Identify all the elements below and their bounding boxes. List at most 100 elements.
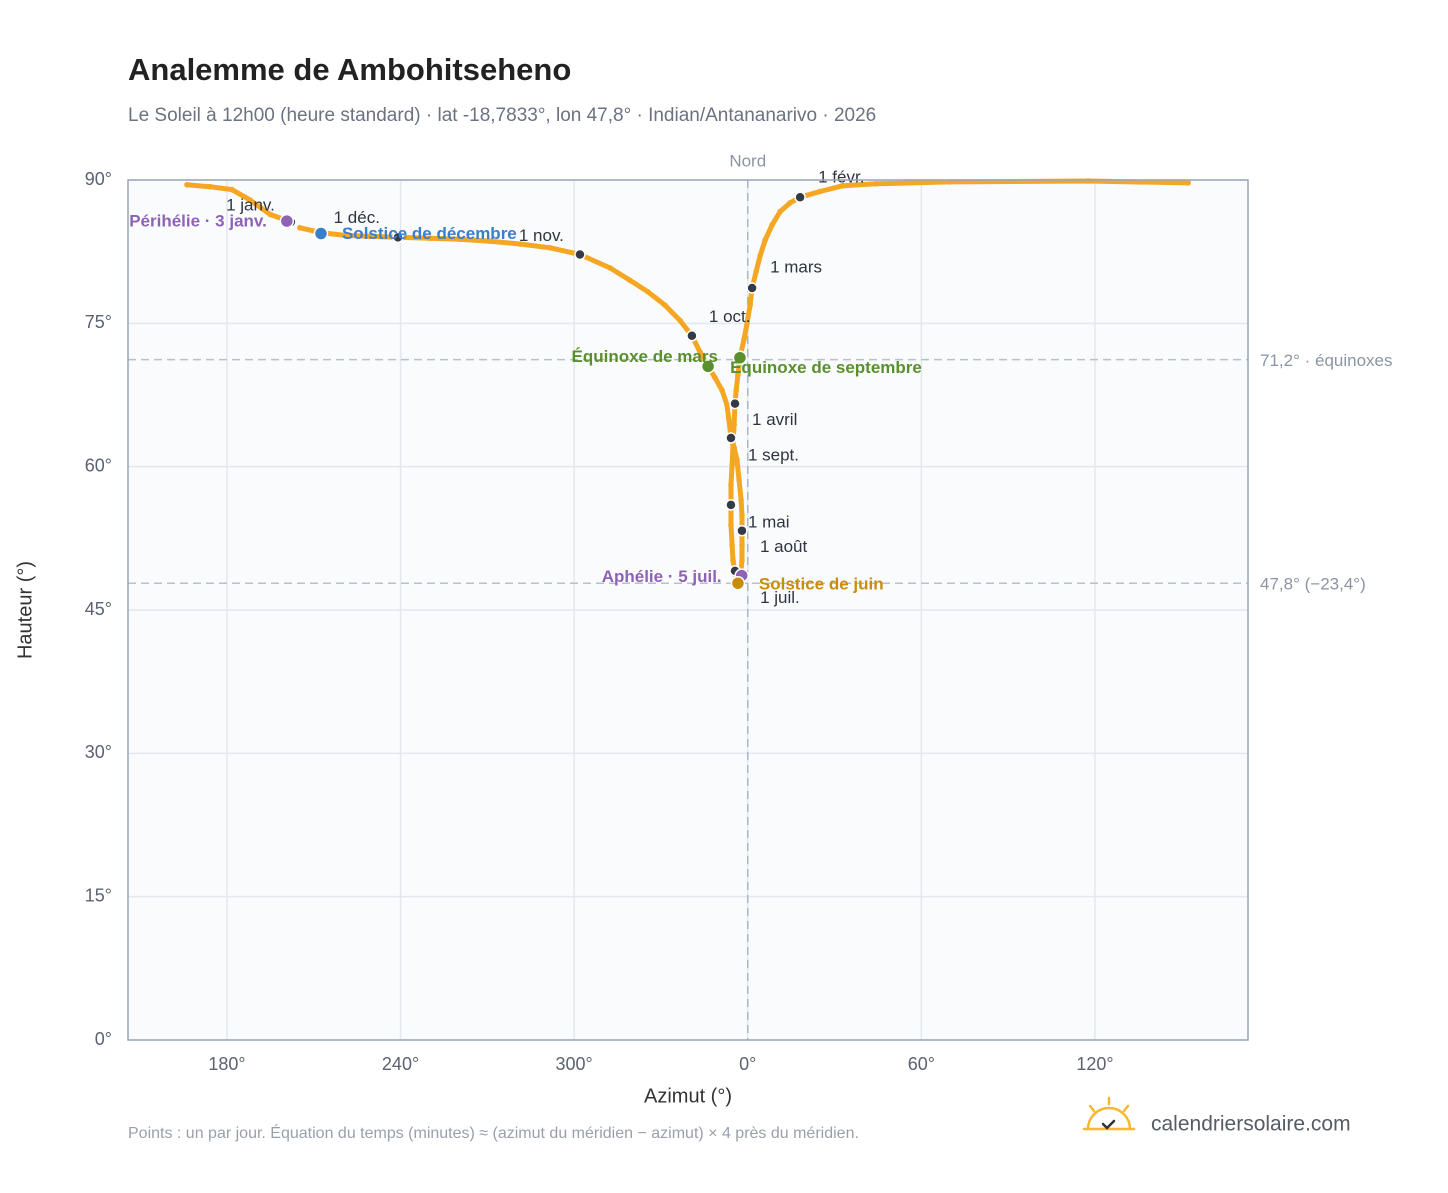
day-point bbox=[736, 477, 742, 483]
month-marker bbox=[686, 330, 698, 342]
month-label: 1 août bbox=[760, 537, 808, 556]
day-point bbox=[726, 417, 732, 423]
x-tick-label: 120° bbox=[1076, 1054, 1113, 1074]
month-label: 1 déc. bbox=[334, 208, 380, 227]
day-point bbox=[729, 542, 735, 548]
plot-border bbox=[127, 179, 1249, 1041]
reference-label: 47,8° (−23,4°) bbox=[1260, 575, 1366, 594]
day-point bbox=[733, 387, 739, 394]
month-label: 1 mars bbox=[770, 257, 822, 276]
day-point bbox=[744, 319, 750, 326]
month-marker bbox=[746, 282, 758, 294]
day-point bbox=[739, 542, 745, 548]
day-point bbox=[267, 211, 273, 218]
day-point bbox=[757, 252, 763, 259]
day-point bbox=[247, 197, 253, 203]
y-axis-label: Hauteur (°) bbox=[14, 561, 36, 659]
day-point bbox=[739, 557, 745, 564]
month-marker bbox=[725, 432, 737, 444]
day-point bbox=[753, 268, 759, 275]
brand: calendriersolaire.com bbox=[1151, 1113, 1351, 1136]
day-point bbox=[517, 241, 523, 247]
day-point bbox=[762, 237, 768, 243]
month-label: 1 févr. bbox=[818, 168, 864, 187]
day-point bbox=[645, 289, 651, 295]
month-label: 1 janv. bbox=[226, 196, 275, 215]
event-marker bbox=[313, 226, 329, 241]
x-tick-label: 240° bbox=[382, 1054, 419, 1074]
day-point bbox=[747, 302, 753, 308]
day-point bbox=[487, 238, 493, 244]
y-tick-label: 30° bbox=[85, 742, 112, 762]
day-point bbox=[547, 245, 553, 251]
day-point bbox=[607, 265, 613, 271]
day-point bbox=[1185, 180, 1191, 186]
y-tick-label: 45° bbox=[85, 599, 112, 619]
day-point bbox=[697, 349, 703, 355]
event-marker bbox=[730, 575, 746, 591]
day-point bbox=[840, 182, 846, 189]
day-point bbox=[731, 421, 737, 428]
month-marker bbox=[736, 524, 748, 537]
month-marker bbox=[729, 397, 741, 410]
event-label: Équinoxe de septembre bbox=[730, 358, 922, 377]
event-label: Solstice de décembre bbox=[342, 224, 517, 243]
chart-subtitle: Le Soleil à 12h00 (heure standard) · lat… bbox=[128, 105, 876, 126]
event-marker bbox=[700, 359, 716, 374]
event-label: Périhélie · 3 janv. bbox=[129, 212, 267, 231]
day-point bbox=[297, 224, 303, 231]
event-label: Aphélie · 5 juil. bbox=[602, 567, 722, 586]
day-point bbox=[229, 186, 235, 193]
day-point bbox=[787, 200, 793, 206]
day-point bbox=[677, 317, 683, 324]
month-label: 1 avril bbox=[752, 410, 797, 429]
x-tick-label: 0° bbox=[739, 1054, 756, 1074]
day-point bbox=[342, 232, 348, 239]
event-label: Solstice de juin bbox=[759, 575, 884, 594]
day-point bbox=[741, 336, 747, 343]
month-label: 1 juil. bbox=[760, 588, 800, 607]
day-point bbox=[662, 302, 668, 308]
day-point bbox=[184, 181, 190, 188]
day-point bbox=[728, 522, 734, 528]
day-point bbox=[427, 235, 433, 242]
brand-logo bbox=[1082, 1096, 1136, 1131]
day-point bbox=[724, 401, 730, 408]
month-label: 1 nov. bbox=[519, 226, 564, 245]
day-point bbox=[734, 457, 740, 463]
month-label: 1 sept. bbox=[748, 445, 799, 464]
day-point bbox=[735, 372, 741, 378]
day-point bbox=[817, 188, 823, 195]
x-tick-label: 60° bbox=[908, 1054, 935, 1074]
day-point bbox=[712, 375, 718, 381]
day-point bbox=[207, 183, 213, 190]
y-tick-label: 15° bbox=[85, 885, 112, 905]
day-point bbox=[1085, 178, 1091, 184]
month-label: 1 mai bbox=[748, 512, 790, 531]
y-tick-label: 75° bbox=[85, 312, 112, 332]
y-tick-label: 90° bbox=[85, 169, 112, 189]
north-label: Nord bbox=[729, 151, 766, 170]
month-label: 1 oct. bbox=[709, 307, 751, 326]
event-marker bbox=[732, 350, 748, 365]
day-point bbox=[627, 277, 633, 284]
month-marker bbox=[574, 248, 586, 261]
day-point bbox=[719, 387, 725, 394]
y-tick-label: 60° bbox=[85, 455, 112, 475]
day-point bbox=[730, 557, 736, 564]
month-marker bbox=[794, 191, 806, 203]
reference-label: 71,2° · équinoxes bbox=[1260, 351, 1393, 370]
day-point bbox=[367, 233, 373, 240]
day-point bbox=[739, 512, 745, 519]
day-point bbox=[777, 208, 783, 215]
day-point bbox=[738, 497, 744, 503]
day-point bbox=[457, 236, 463, 243]
day-point bbox=[731, 444, 737, 451]
event-label: Équinoxe de mars bbox=[571, 347, 717, 366]
x-axis-label: Azimut (°) bbox=[644, 1085, 732, 1107]
y-tick-label: 0° bbox=[95, 1029, 112, 1049]
day-point bbox=[769, 222, 775, 228]
event-marker bbox=[279, 213, 295, 229]
